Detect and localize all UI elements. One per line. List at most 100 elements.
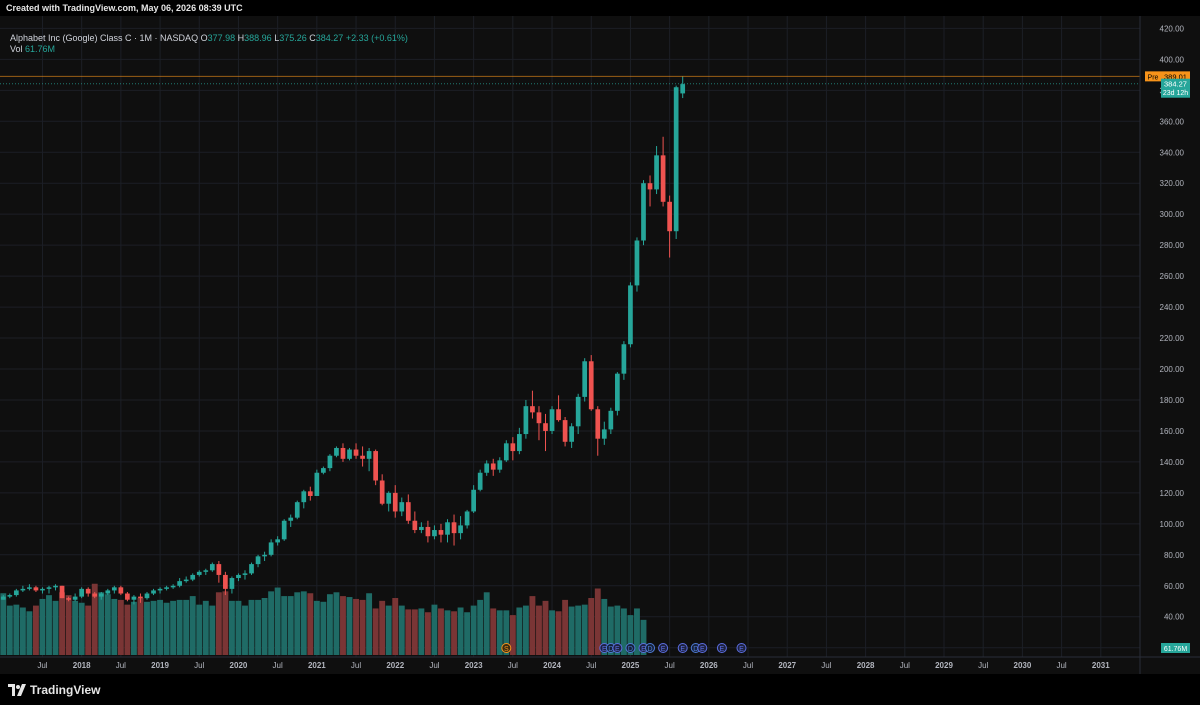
event-marker-label: D — [693, 646, 698, 653]
candle-body — [334, 447, 339, 456]
candle-body — [151, 590, 156, 594]
tradingview-logo[interactable]: TradingView — [8, 682, 100, 698]
high-value: 388.96 — [244, 33, 272, 43]
volume-bar — [222, 591, 229, 655]
volume-bar — [575, 605, 582, 655]
event-marker-label: S — [504, 646, 509, 653]
volume-bar — [536, 605, 542, 655]
volume-label: Vol — [10, 44, 23, 54]
volume-bar — [39, 598, 46, 655]
candle-body — [543, 423, 548, 431]
candle-body — [458, 525, 463, 534]
candle-body — [601, 429, 607, 439]
price-tick-label: 360.00 — [1160, 117, 1185, 126]
close-value: 384.27 — [315, 33, 344, 43]
volume-bar — [85, 605, 92, 655]
candle-body — [105, 590, 111, 594]
volume-bar — [483, 592, 490, 655]
candle-body — [242, 573, 248, 575]
candle-body — [621, 344, 627, 374]
time-tick-label: 2025 — [622, 661, 640, 670]
volume-bar — [607, 606, 614, 655]
time-tick-label: 2021 — [308, 661, 326, 670]
volume-bar — [19, 607, 26, 655]
candle-body — [118, 587, 124, 594]
candle-body — [85, 588, 91, 594]
volume-bar — [235, 600, 242, 655]
candle-body — [490, 463, 496, 470]
candle-body — [327, 455, 333, 469]
candle-body — [170, 585, 176, 588]
chart-legend: Alphabet Inc (Google) Class C · 1M · NAS… — [10, 33, 408, 55]
volume-bar — [268, 591, 275, 655]
open-label: O — [200, 33, 208, 43]
volume-bar — [581, 604, 588, 655]
volume-bar — [150, 600, 157, 655]
volume-bar — [424, 612, 431, 655]
premarket-price-badge — [1161, 71, 1190, 82]
candle-body — [517, 434, 522, 452]
candle-body — [634, 240, 640, 286]
volume-bar — [281, 596, 288, 655]
candle-body — [177, 581, 183, 586]
candle-body — [72, 596, 78, 600]
candle-body — [203, 570, 209, 572]
candle-body — [196, 571, 202, 575]
volume-bar — [294, 592, 301, 655]
premarket-tag-text: Pre — [1148, 74, 1159, 81]
candle-body — [183, 579, 189, 582]
price-tick-label: 260.00 — [1160, 272, 1185, 281]
volume-bar — [98, 592, 105, 655]
volume-bar — [46, 595, 52, 655]
price-tick-label: 300.00 — [1160, 210, 1185, 219]
candle-body — [275, 539, 281, 543]
candle-body — [125, 593, 130, 600]
candle-body — [503, 443, 509, 461]
candle-body — [46, 587, 52, 589]
volume-bar — [333, 592, 340, 655]
candle-body — [347, 449, 352, 459]
time-tick-label: Jul — [900, 661, 910, 670]
candle-body — [654, 155, 659, 190]
price-tick-label: 80.00 — [1164, 551, 1185, 560]
volume-bar — [372, 608, 379, 655]
price-tick-label: 240.00 — [1160, 303, 1185, 312]
volume-bar — [326, 594, 333, 655]
volume-bar — [320, 601, 327, 655]
volume-bar — [640, 619, 647, 655]
candle-body — [392, 492, 398, 512]
event-marker-icon — [677, 643, 688, 653]
time-tick-label: 2020 — [230, 661, 248, 670]
grid-lines — [0, 16, 1140, 657]
candle-body — [164, 587, 169, 589]
volume-bar — [202, 600, 209, 655]
candle-body — [229, 578, 235, 589]
volume-bar — [137, 598, 144, 655]
event-marker-icon — [625, 643, 636, 653]
open-value: 377.98 — [207, 33, 236, 43]
volume-bar — [91, 583, 98, 655]
price-tick-label: 420.00 — [1160, 24, 1185, 33]
volume-bar — [620, 608, 627, 655]
volume-bar — [13, 604, 20, 655]
time-tick-label: Jul — [273, 661, 283, 670]
time-tick-label: 2018 — [73, 661, 91, 670]
volume-bar — [470, 605, 477, 655]
candle-body — [464, 511, 470, 526]
volume-bar — [398, 605, 405, 655]
candle-body — [13, 590, 19, 596]
time-tick-label: Jul — [194, 661, 204, 670]
event-marker-label: D — [628, 646, 633, 653]
candle-body — [33, 587, 39, 591]
candle-body — [294, 502, 300, 518]
candle-body — [40, 588, 45, 591]
event-marker-label: E — [680, 646, 685, 653]
time-axis: Jul 2018 Jul 2019 Jul 2020 Jul 2021 Jul 2022 Jul 20… — [0, 656, 1200, 670]
volume-bars — [0, 583, 647, 655]
volume-bar — [516, 607, 523, 655]
volume-row: Vol 61.76M — [10, 44, 408, 55]
volume-value-badge — [1161, 643, 1190, 653]
event-marker-icon — [716, 643, 727, 653]
